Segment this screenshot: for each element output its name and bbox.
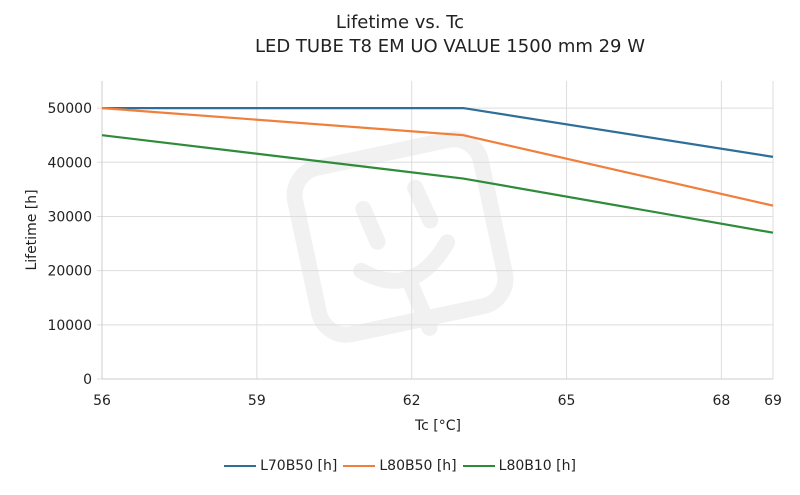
y-tick-label: 10000	[47, 318, 92, 334]
y-tick-label: 20000	[47, 264, 92, 280]
watermark-plug-icon	[286, 131, 514, 343]
legend-label: L70B50 [h]	[260, 458, 338, 474]
chart-grid	[97, 81, 774, 380]
x-axis-label: Tc [°C]	[414, 418, 461, 434]
legend-label: L80B50 [h]	[379, 458, 457, 474]
chart-series	[101, 106, 774, 234]
legend-label: L80B10 [h]	[498, 458, 576, 474]
y-tick-label: 50000	[47, 101, 92, 117]
legend-swatch	[343, 465, 376, 467]
chart-subtitle: LED TUBE T8 EM UO VALUE 1500 mm 29 W	[254, 36, 646, 57]
legend-swatch	[224, 465, 257, 467]
series-line-1	[101, 106, 774, 207]
x-tick-label: 68	[712, 393, 730, 409]
legend-item-2: L80B10 [h]	[462, 458, 576, 474]
x-tick-label: 56	[93, 393, 111, 409]
chart-title: Lifetime vs. Tc	[335, 12, 465, 33]
y-axis-ticks: 0 10000 20000 30000 40000 50000	[47, 101, 92, 388]
x-tick-label: 59	[248, 393, 266, 409]
series-line-0	[102, 106, 774, 158]
y-tick-label: 40000	[47, 155, 92, 171]
y-tick-label: 30000	[47, 209, 92, 225]
x-tick-label: 62	[403, 393, 421, 409]
legend-item-0: L70B50 [h]	[224, 458, 337, 474]
series-line-2	[101, 134, 774, 234]
x-tick-label: 69	[764, 393, 782, 409]
y-tick-label: 0	[83, 372, 92, 388]
chart-axes	[101, 81, 773, 380]
legend-swatch	[462, 465, 495, 467]
legend-item-1: L80B50 [h]	[343, 458, 457, 474]
y-axis-label: Lifetime [h]	[24, 189, 40, 270]
x-tick-label: 65	[558, 393, 576, 409]
x-axis-ticks: 56 59 62 65 68 69	[93, 393, 782, 409]
chart-legend: L70B50 [h] L80B50 [h] L80B10 [h]	[0, 458, 800, 474]
